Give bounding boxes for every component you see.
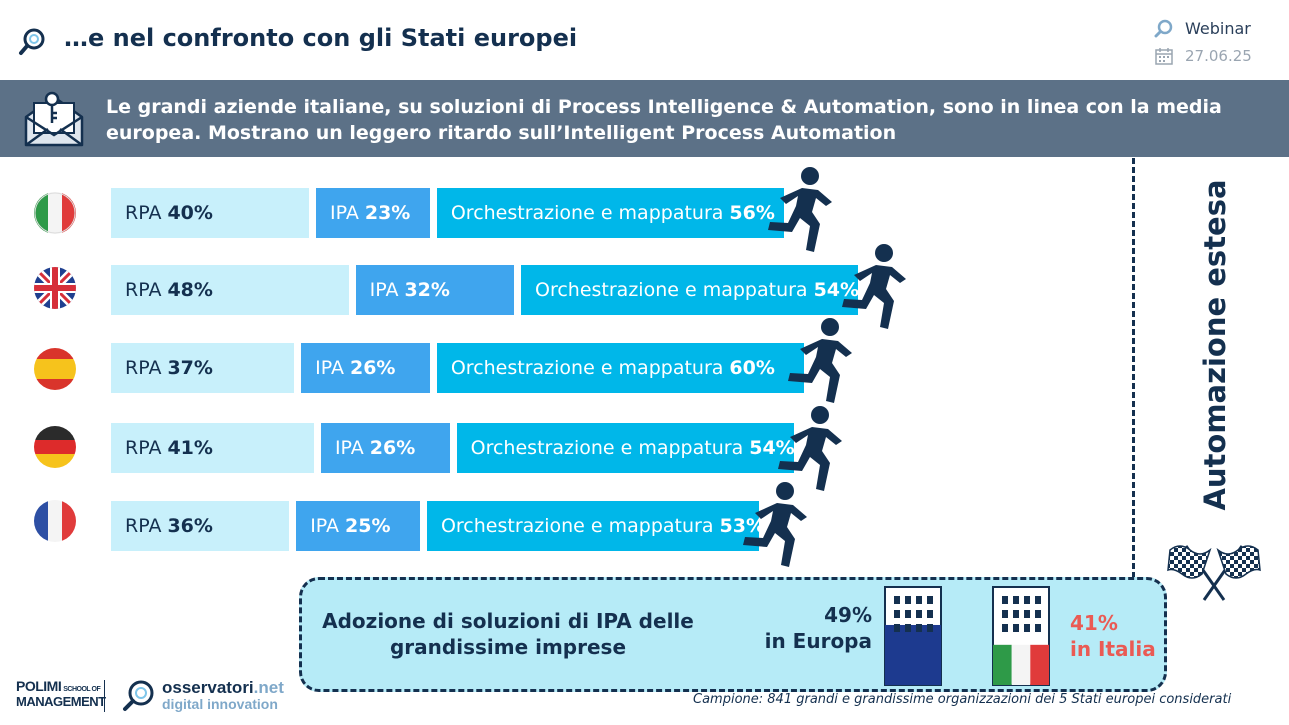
polimi-logo-management: MANAGEMENT bbox=[16, 694, 106, 709]
rpa-bar: RPA 36% bbox=[111, 501, 290, 551]
page-title: …e nel confronto con gli Stati europei bbox=[64, 24, 578, 52]
ipa-bar-label: IPA bbox=[310, 515, 340, 537]
ipa-bar-label: IPA bbox=[315, 357, 344, 379]
orchestration-bar-label: Orchestrazione e mappatura bbox=[535, 279, 808, 301]
ipa-bar-value: 26% bbox=[369, 437, 416, 459]
italy-adoption-label: in Italia bbox=[1070, 637, 1156, 661]
webinar-icon bbox=[1154, 19, 1173, 38]
finish-label: Automazione estesa bbox=[1198, 179, 1232, 511]
rpa-bar-value: 40% bbox=[167, 202, 213, 224]
spain-flag-icon bbox=[34, 348, 76, 390]
runner-icon bbox=[733, 481, 813, 569]
logo-divider bbox=[104, 680, 105, 712]
orchestration-bar-value: 60% bbox=[729, 357, 775, 379]
ipa-bar-value: 26% bbox=[349, 357, 396, 379]
orchestration-bar-value: 54% bbox=[813, 279, 860, 301]
orchestration-bar: Orchestrazione e mappatura 56% bbox=[436, 188, 785, 238]
ipa-bar: IPA 26% bbox=[320, 423, 450, 473]
rpa-bar-label: RPA bbox=[125, 279, 162, 301]
ipa-bar-label: IPA bbox=[369, 279, 399, 301]
event-date: 27.06.25 bbox=[1185, 47, 1252, 65]
europe-adoption-label: in Europa bbox=[764, 629, 872, 653]
orchestration-bar: Orchestrazione e mappatura 54% bbox=[521, 265, 860, 315]
orchestration-bar-value: 54% bbox=[749, 437, 795, 459]
orchestration-bar-label: Orchestrazione e mappatura bbox=[440, 515, 714, 537]
polimi-logo-school: SCHOOL OF bbox=[63, 686, 101, 693]
runner-icon bbox=[778, 317, 858, 405]
ipa-adoption-box: Adozione di soluzioni di IPA delle grand… bbox=[299, 577, 1167, 692]
osservatori-magnifier-icon bbox=[123, 680, 154, 711]
europe-adoption-value: 49% bbox=[824, 603, 872, 627]
orchestration-bar-value: 53% bbox=[719, 515, 765, 537]
rpa-bar: RPA 48% bbox=[111, 265, 349, 315]
italy-adoption-text: 41% in Italia bbox=[1070, 610, 1156, 662]
rpa-bar-label: RPA bbox=[125, 202, 162, 224]
osservatori-logo-sub: digital innovation bbox=[162, 696, 278, 712]
runner-icon bbox=[768, 405, 848, 493]
polimi-logo: POLIMI SCHOOL OF MANAGEMENT bbox=[16, 678, 106, 714]
calendar-icon bbox=[1155, 48, 1173, 65]
orchestration-bar-label: Orchestrazione e mappatura bbox=[450, 357, 724, 379]
runner-icon bbox=[758, 166, 838, 254]
magnifier-logo-icon bbox=[19, 28, 45, 55]
event-row: Webinar bbox=[1154, 16, 1252, 40]
event-label: Webinar bbox=[1185, 18, 1251, 38]
date-row: 27.06.25 bbox=[1154, 44, 1252, 68]
ipa-bar-value: 25% bbox=[345, 515, 391, 537]
rpa-bar: RPA 40% bbox=[111, 188, 309, 238]
osservatori-logo: osservatori.net digital innovation bbox=[122, 676, 302, 716]
finish-line bbox=[1132, 158, 1135, 578]
orchestration-bar: Orchestrazione e mappatura 60% bbox=[436, 343, 804, 393]
orchestration-bar: Orchestrazione e mappatura 53% bbox=[426, 501, 765, 551]
orchestration-bar-label: Orchestrazione e mappatura bbox=[470, 437, 744, 459]
ipa-bar: IPA 26% bbox=[301, 343, 430, 393]
rpa-bar-value: 37% bbox=[167, 357, 213, 379]
key-message-banner: Le grandi aziende italiane, su soluzioni… bbox=[0, 80, 1289, 157]
ipa-bar-value: 23% bbox=[364, 202, 411, 224]
rpa-bar-value: 36% bbox=[167, 515, 213, 537]
italy-building-icon bbox=[992, 586, 1050, 686]
germany-flag-icon bbox=[34, 426, 76, 468]
ipa-bar-value: 32% bbox=[404, 279, 450, 301]
orchestration-bar-label: Orchestrazione e mappatura bbox=[450, 202, 724, 224]
event-meta: Webinar 27.06.25 bbox=[1154, 16, 1252, 72]
banner-text: Le grandi aziende italiane, su soluzioni… bbox=[106, 96, 1222, 144]
checkered-flags-icon bbox=[1167, 545, 1261, 601]
europe-adoption-text: 49% in Europa bbox=[732, 602, 872, 654]
rpa-bar-value: 48% bbox=[167, 279, 213, 301]
italy-adoption-value: 41% bbox=[1070, 611, 1118, 635]
osservatori-logo-name: osservatori bbox=[162, 678, 254, 697]
ipa-bar-label: IPA bbox=[334, 437, 364, 459]
rpa-bar: RPA 37% bbox=[111, 343, 295, 393]
rpa-bar-label: RPA bbox=[125, 357, 162, 379]
orchestration-bar: Orchestrazione e mappatura 54% bbox=[456, 423, 795, 473]
rpa-bar-label: RPA bbox=[125, 515, 162, 537]
sample-note: Campione: 841 grandi e grandissime organ… bbox=[693, 692, 1232, 707]
france-flag-icon bbox=[34, 500, 76, 542]
uk-flag-icon bbox=[34, 267, 76, 309]
ipa-bar: IPA 23% bbox=[316, 188, 430, 238]
rpa-bar-label: RPA bbox=[125, 437, 162, 459]
rpa-bar-value: 41% bbox=[167, 437, 213, 459]
runner-icon bbox=[832, 243, 912, 331]
ipa-bar-label: IPA bbox=[330, 202, 359, 224]
europe-building-icon bbox=[884, 586, 942, 686]
orchestration-bar-value: 56% bbox=[729, 202, 775, 224]
osservatori-logo-tld: .net bbox=[253, 678, 284, 697]
rpa-bar: RPA 41% bbox=[111, 423, 314, 473]
ipa-bar: IPA 25% bbox=[296, 501, 420, 551]
envelope-key-icon bbox=[24, 91, 84, 147]
italy-flag-icon bbox=[34, 192, 76, 234]
ipa-bar: IPA 32% bbox=[355, 265, 514, 315]
ipa-adoption-title: Adozione di soluzioni di IPA delle grand… bbox=[322, 609, 694, 659]
polimi-logo-text: POLIMI bbox=[16, 678, 62, 694]
